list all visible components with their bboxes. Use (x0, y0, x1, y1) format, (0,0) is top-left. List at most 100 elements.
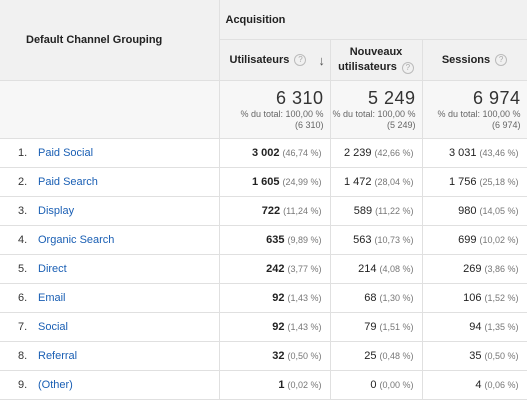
sessions-cell: 35 (0,50 %) (422, 341, 527, 371)
sessions-column-header[interactable]: Sessions ? (422, 39, 527, 81)
channel-link[interactable]: Display (38, 205, 75, 217)
sessions-cell: 106 (1,52 %) (422, 283, 527, 313)
new-users-cell: 68 (1,30 %) (330, 283, 423, 313)
row-index: 4. (18, 234, 28, 246)
channel-cell: 6. Email (0, 283, 220, 313)
channel-cell: 1. Paid Social (0, 138, 220, 168)
sessions-value: 699 (458, 234, 477, 246)
sessions-value: 35 (469, 350, 482, 362)
totals-label-cell (0, 80, 220, 139)
new-users-column-header[interactable]: Nouveaux utilisateurs? (330, 39, 423, 81)
sessions-percent: (3,86 %) (484, 264, 519, 274)
channel-link[interactable]: Paid Search (38, 176, 98, 188)
users-percent: (46,74 %) (282, 148, 322, 158)
users-percent: (24,99 %) (282, 177, 322, 187)
help-icon[interactable]: ? (495, 54, 508, 66)
new-users-percent: (0,48 %) (379, 351, 414, 361)
new-users-value: 214 (358, 263, 377, 275)
channel-link[interactable]: (Other) (38, 379, 73, 391)
channel-link[interactable]: Direct (38, 263, 67, 275)
users-percent: (1,43 %) (287, 293, 322, 303)
new-users-cell: 25 (0,48 %) (330, 341, 423, 371)
sessions-percent: (1,52 %) (484, 293, 519, 303)
sessions-value: 106 (463, 292, 482, 304)
new-users-cell: 79 (1,51 %) (330, 312, 423, 342)
table-row: 1. Paid Social 3 002 (46,74 %) 2 239 (42,66 %… (0, 138, 527, 168)
users-value: 32 (272, 350, 285, 362)
new-users-value: 2 239 (343, 147, 372, 159)
sessions-value: 269 (463, 263, 482, 275)
new-users-header-label-1[interactable]: Nouveaux (349, 46, 403, 58)
new-users-value: 563 (353, 234, 372, 246)
sort-desc-icon[interactable]: ↓ (318, 52, 325, 68)
row-index: 3. (18, 205, 28, 217)
users-percent: (0,02 %) (287, 380, 322, 390)
users-percent: (0,50 %) (287, 351, 322, 361)
help-icon[interactable]: ? (294, 54, 307, 66)
users-column-header[interactable]: Utilisateurs ? ↓ (219, 39, 331, 81)
acquisition-group-header: Acquisition (219, 0, 527, 40)
channel-link[interactable]: Paid Social (38, 147, 94, 159)
new-users-percent: (10,73 %) (374, 235, 414, 245)
totals-row: 6 310 % du total: 100,00 % (6 310) 5 249… (0, 80, 527, 139)
users-cell: 92 (1,43 %) (219, 283, 331, 313)
sessions-header-label[interactable]: Sessions (441, 53, 491, 66)
channel-cell: 2. Paid Search (0, 167, 220, 197)
users-value: 92 (272, 292, 285, 304)
users-value: 722 (261, 205, 281, 217)
row-index: 6. (18, 292, 28, 304)
users-value: 92 (272, 321, 285, 333)
users-percent: (9,89 %) (287, 235, 322, 245)
new-users-percent: (4,08 %) (379, 264, 414, 274)
new-users-value: 0 (370, 379, 377, 391)
sessions-cell: 4 (0,06 %) (422, 370, 527, 400)
sessions-percent: (1,35 %) (484, 322, 519, 332)
row-index: 1. (18, 147, 28, 159)
new-users-value: 79 (364, 321, 377, 333)
channel-link[interactable]: Social (38, 321, 68, 333)
dimension-header[interactable]: Default Channel Grouping (0, 0, 220, 81)
new-users-cell: 1 472 (28,04 %) (330, 167, 423, 197)
users-cell: 1 605 (24,99 %) (219, 167, 331, 197)
users-value: 635 (266, 234, 285, 246)
sessions-value: 94 (469, 321, 482, 333)
table-row: 5. Direct 242 (3,77 %) 214 (4,08 %) 269 (3,86 %… (0, 254, 527, 284)
sessions-cell: 1 756 (25,18 %) (422, 167, 527, 197)
users-cell: 92 (1,43 %) (219, 312, 331, 342)
users-value: 1 605 (251, 176, 280, 188)
help-icon[interactable]: ? (401, 62, 414, 74)
sessions-cell: 269 (3,86 %) (422, 254, 527, 284)
table-row: 4. Organic Search 635 (9,89 %) 563 (10,73 %) 6… (0, 225, 527, 255)
new-users-percent: (28,04 %) (374, 177, 414, 187)
users-percent: (3,77 %) (287, 264, 322, 274)
new-users-percent: (11,22 %) (375, 206, 414, 216)
sessions-total: 6 974 % du total: 100,00 % (6 974) (422, 80, 527, 139)
channel-cell: 3. Display (0, 196, 220, 226)
channel-link[interactable]: Organic Search (38, 234, 115, 246)
channel-cell: 4. Organic Search (0, 225, 220, 255)
users-cell: 32 (0,50 %) (219, 341, 331, 371)
users-value: 3 002 (251, 147, 280, 159)
sessions-value: 980 (458, 205, 477, 217)
sessions-percent: (0,06 %) (484, 380, 519, 390)
table-row: 2. Paid Search 1 605 (24,99 %) 1 472 (28,04 %… (0, 167, 527, 197)
users-percent: (11,24 %) (283, 206, 322, 216)
users-header-label[interactable]: Utilisateurs (229, 53, 290, 66)
channel-link[interactable]: Email (38, 292, 66, 304)
users-cell: 635 (9,89 %) (219, 225, 331, 255)
table-row: 6. Email 92 (1,43 %) 68 (1,30 %) 106 (1,52 %) (0, 283, 527, 313)
users-cell: 722 (11,24 %) (219, 196, 331, 226)
new-users-cell: 0 (0,00 %) (330, 370, 423, 400)
sessions-cell: 3 031 (43,46 %) (422, 138, 527, 168)
new-users-cell: 589 (11,22 %) (330, 196, 423, 226)
channel-cell: 5. Direct (0, 254, 220, 284)
sessions-percent: (0,50 %) (484, 351, 519, 361)
table-row: 8. Referral 32 (0,50 %) 25 (0,48 %) 35 (0,50 %) (0, 341, 527, 371)
sessions-percent: (14,05 %) (479, 206, 519, 216)
new-users-cell: 563 (10,73 %) (330, 225, 423, 255)
channel-cell: 7. Social (0, 312, 220, 342)
sessions-percent: (10,02 %) (479, 235, 519, 245)
new-users-header-label-2[interactable]: utilisateurs (338, 61, 397, 73)
channel-link[interactable]: Referral (38, 350, 78, 362)
